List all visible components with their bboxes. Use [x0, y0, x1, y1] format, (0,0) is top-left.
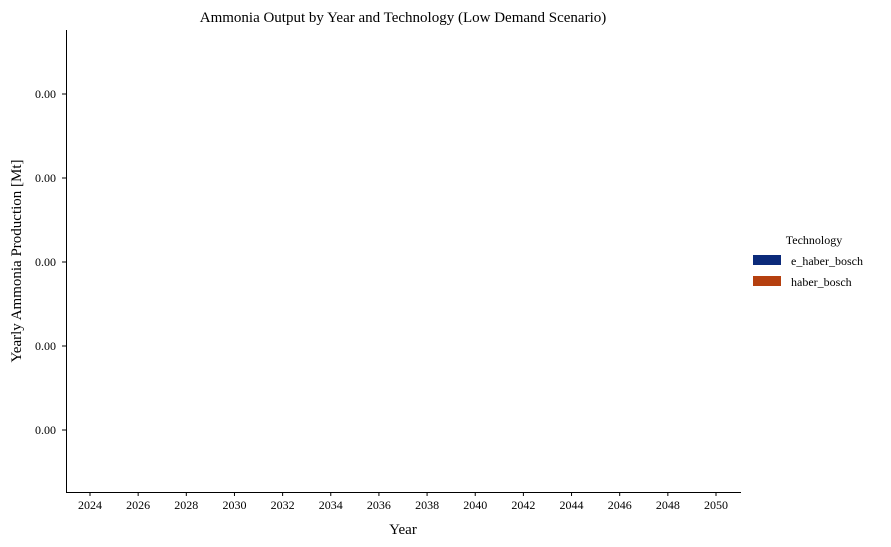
x-tick-label: 2044 — [560, 498, 584, 512]
x-tick-label: 2036 — [367, 498, 391, 512]
y-tick-label: 0.00 — [35, 87, 56, 101]
x-ticks: 2024 2026 2028 2030 2032 2034 2036 2038 2040 2042… — [78, 492, 728, 512]
x-tick-label: 2038 — [415, 498, 439, 512]
x-tick-label: 2048 — [656, 498, 680, 512]
y-axis-label: Yearly Ammonia Production [Mt] — [9, 159, 25, 362]
y-tick-label: 0.00 — [35, 255, 56, 269]
x-tick-label: 2030 — [222, 498, 246, 512]
x-axis-label: Year — [389, 522, 417, 538]
legend-swatch-e_haber_bosch — [753, 255, 781, 265]
x-tick-label: 2028 — [174, 498, 198, 512]
x-tick-label: 2034 — [319, 498, 343, 512]
legend-entries: e_haber_bosch haber_bosch — [753, 254, 863, 289]
x-tick-label: 2046 — [608, 498, 632, 512]
y-tick-label: 0.00 — [35, 423, 56, 437]
x-tick-label: 2032 — [271, 498, 295, 512]
x-tick-label: 2040 — [463, 498, 487, 512]
chart-title: Ammonia Output by Year and Technology (L… — [200, 10, 607, 26]
x-tick-label: 2024 — [78, 498, 102, 512]
legend-title: Technology — [786, 233, 842, 247]
y-tick-label: 0.00 — [35, 339, 56, 353]
legend: Technology e_haber_bosch haber_bosch — [753, 233, 863, 289]
y-ticks: 0.00 0.00 0.00 0.00 0.00 — [35, 87, 66, 437]
x-tick-label: 2042 — [511, 498, 535, 512]
x-tick-label: 2050 — [704, 498, 728, 512]
y-tick-label: 0.00 — [35, 171, 56, 185]
legend-swatch-haber_bosch — [753, 276, 781, 286]
legend-label: haber_bosch — [791, 275, 852, 289]
x-tick-label: 2026 — [126, 498, 150, 512]
legend-label: e_haber_bosch — [791, 254, 863, 268]
